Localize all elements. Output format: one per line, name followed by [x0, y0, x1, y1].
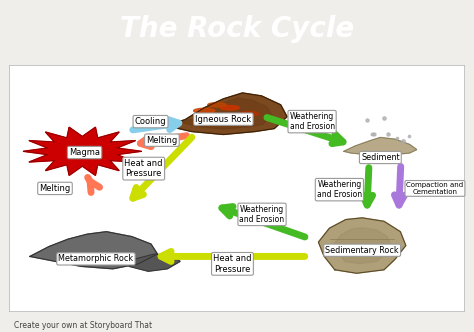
Text: Heat and
Pressure: Heat and Pressure: [213, 254, 252, 274]
Text: Weathering
and Erosion: Weathering and Erosion: [317, 180, 362, 199]
Polygon shape: [334, 228, 391, 264]
Text: Weathering
and Erosion: Weathering and Erosion: [290, 112, 335, 131]
Point: [364, 117, 371, 123]
Text: Heat and
Pressure: Heat and Pressure: [125, 159, 163, 178]
Polygon shape: [23, 127, 141, 175]
Text: Cooling: Cooling: [135, 117, 166, 126]
Text: Melting: Melting: [39, 184, 71, 193]
Point: [399, 138, 406, 143]
Polygon shape: [195, 109, 213, 113]
Point: [393, 135, 401, 140]
Polygon shape: [210, 103, 225, 107]
Polygon shape: [221, 106, 239, 110]
FancyBboxPatch shape: [9, 65, 465, 312]
Text: Create your own at Storyboard That: Create your own at Storyboard That: [14, 321, 152, 330]
Text: Sediment: Sediment: [361, 153, 400, 162]
Point: [406, 133, 413, 139]
Polygon shape: [238, 111, 259, 116]
Point: [368, 131, 375, 137]
Polygon shape: [166, 93, 287, 134]
Text: Magma: Magma: [69, 148, 100, 157]
Text: Melting: Melting: [146, 136, 178, 145]
Text: Metamorphic Rock: Metamorphic Rock: [58, 254, 134, 263]
Polygon shape: [129, 254, 180, 271]
Text: Sedimentary Rock: Sedimentary Rock: [325, 246, 399, 255]
Text: Compaction and
Cementation: Compaction and Cementation: [406, 182, 464, 195]
Polygon shape: [344, 137, 417, 155]
Polygon shape: [30, 232, 157, 269]
Text: Igneous Rock: Igneous Rock: [195, 115, 251, 124]
Point: [370, 131, 378, 136]
Polygon shape: [319, 218, 406, 273]
Text: Weathering
and Erosion: Weathering and Erosion: [239, 205, 284, 224]
Text: The Rock Cycle: The Rock Cycle: [120, 15, 354, 43]
Polygon shape: [181, 98, 272, 129]
Point: [384, 131, 392, 137]
Point: [381, 115, 388, 121]
